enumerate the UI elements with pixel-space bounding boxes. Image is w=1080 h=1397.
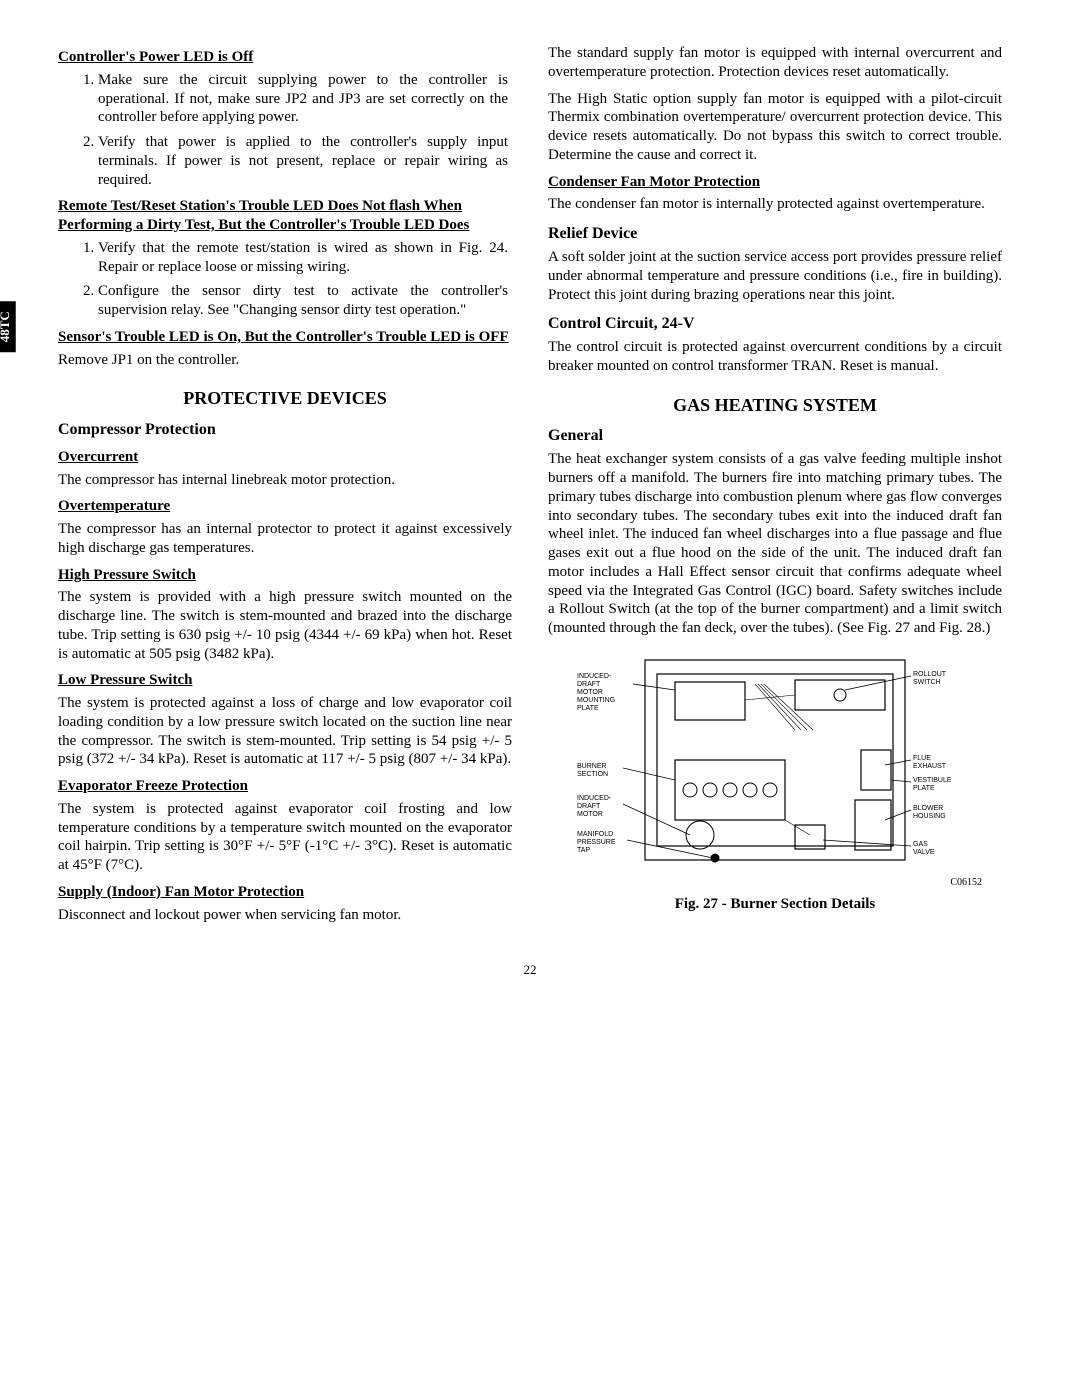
paragraph: The system is protected against evaporat… (58, 800, 512, 875)
paragraph: The compressor has an internal protector… (58, 520, 512, 558)
heading-low-pressure-switch: Low Pressure Switch (58, 671, 512, 690)
heading-remote-test: Remote Test/Reset Station's Trouble LED … (58, 197, 512, 235)
heading-gas-heating: GAS HEATING SYSTEM (548, 394, 1002, 417)
list-item: Verify that the remote test/station is w… (98, 239, 512, 277)
svg-text:INDUCED-: INDUCED- (577, 795, 612, 802)
figure-caption: Fig. 27 - Burner Section Details (548, 895, 1002, 914)
paragraph: The system is protected against a loss o… (58, 694, 512, 769)
heading-high-pressure-switch: High Pressure Switch (58, 566, 512, 585)
svg-text:SWITCH: SWITCH (913, 679, 941, 686)
svg-text:MOUNTING: MOUNTING (577, 697, 615, 704)
list-item: Verify that power is applied to the cont… (98, 133, 512, 189)
heading-condenser-fan: Condenser Fan Motor Protection (548, 173, 1002, 192)
paragraph: The compressor has internal linebreak mo… (58, 471, 512, 490)
remote-test-steps: Verify that the remote test/station is w… (58, 239, 512, 320)
svg-text:DRAFT: DRAFT (577, 681, 601, 688)
svg-text:MOTOR: MOTOR (577, 689, 603, 696)
burner-diagram: INDUCED-DRAFTMOTORMOUNTINGPLATEBURNERSEC… (575, 650, 975, 875)
heading-overtemperature: Overtemperature (58, 497, 512, 516)
svg-text:GAS: GAS (913, 841, 928, 848)
heading-power-led-off: Controller's Power LED is Off (58, 48, 512, 67)
paragraph: The control circuit is protected against… (548, 338, 1002, 376)
list-item: Make sure the circuit supplying power to… (98, 71, 512, 127)
heading-general: General (548, 426, 1002, 446)
svg-text:INDUCED-: INDUCED- (577, 673, 612, 680)
paragraph: The condenser fan motor is internally pr… (548, 195, 1002, 214)
power-led-steps: Make sure the circuit supplying power to… (58, 71, 512, 190)
heading-control-circuit: Control Circuit, 24-V (548, 314, 1002, 334)
svg-text:MOTOR: MOTOR (577, 811, 603, 818)
page-number: 22 (58, 962, 1002, 978)
svg-text:TAP: TAP (577, 847, 590, 854)
side-tab: 48TC (0, 301, 16, 352)
svg-text:PLATE: PLATE (577, 705, 599, 712)
svg-text:SECTION: SECTION (577, 771, 608, 778)
paragraph: Disconnect and lockout power when servic… (58, 906, 512, 925)
svg-text:FLUE: FLUE (913, 755, 931, 762)
heading-evap-freeze: Evaporator Freeze Protection (58, 777, 512, 796)
svg-text:HOUSING: HOUSING (913, 813, 946, 820)
list-item: Configure the sensor dirty test to activ… (98, 282, 512, 320)
svg-text:PLATE: PLATE (913, 785, 935, 792)
svg-text:DRAFT: DRAFT (577, 803, 601, 810)
svg-text:BURNER: BURNER (577, 763, 607, 770)
svg-text:EXHAUST: EXHAUST (913, 763, 947, 770)
svg-text:ROLLOUT: ROLLOUT (913, 671, 947, 678)
paragraph: The High Static option supply fan motor … (548, 90, 1002, 165)
heading-overcurrent: Overcurrent (58, 448, 512, 467)
heading-sensor-trouble: Sensor's Trouble LED is On, But the Cont… (58, 328, 512, 347)
paragraph: A soft solder joint at the suction servi… (548, 248, 1002, 304)
svg-text:VALVE: VALVE (913, 849, 935, 856)
left-column: Controller's Power LED is Off Make sure … (58, 40, 512, 932)
svg-text:BLOWER: BLOWER (913, 805, 943, 812)
svg-text:PRESSURE: PRESSURE (577, 839, 616, 846)
paragraph: The heat exchanger system consists of a … (548, 450, 1002, 638)
svg-text:MANIFOLD: MANIFOLD (577, 831, 613, 838)
heading-compressor-protection: Compressor Protection (58, 420, 512, 440)
paragraph: The standard supply fan motor is equippe… (548, 44, 1002, 82)
paragraph: Remove JP1 on the controller. (58, 351, 512, 370)
heading-relief-device: Relief Device (548, 224, 1002, 244)
figure-id: C06152 (548, 877, 1002, 890)
paragraph: The system is provided with a high press… (58, 588, 512, 663)
svg-text:VESTIBULE: VESTIBULE (913, 777, 952, 784)
right-column: The standard supply fan motor is equippe… (548, 40, 1002, 932)
figure-27: INDUCED-DRAFTMOTORMOUNTINGPLATEBURNERSEC… (548, 650, 1002, 914)
heading-protective-devices: PROTECTIVE DEVICES (58, 387, 512, 410)
heading-supply-fan: Supply (Indoor) Fan Motor Protection (58, 883, 512, 902)
